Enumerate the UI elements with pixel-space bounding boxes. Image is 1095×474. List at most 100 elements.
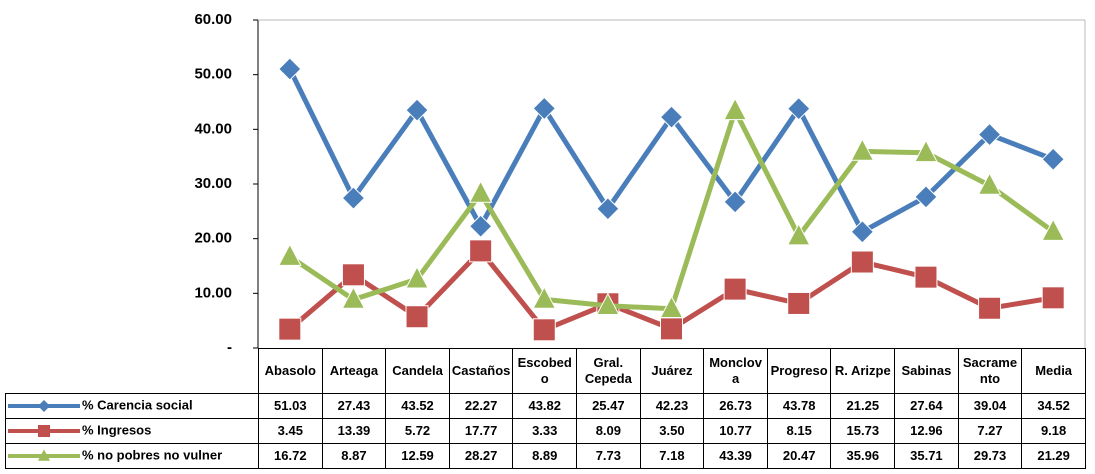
- marker: [405, 98, 429, 122]
- value-label: 39.04: [957, 393, 1023, 419]
- series-line: [288, 108, 1055, 312]
- value-label: 7.27: [957, 418, 1023, 444]
- value-label: 8.09: [576, 418, 641, 444]
- legend-label: % Carencia social: [82, 397, 193, 413]
- value-label: 7.73: [576, 443, 641, 469]
- value-label: 9.18: [1021, 418, 1086, 444]
- marker: [914, 265, 938, 289]
- category-label: Juárez: [639, 348, 705, 394]
- marker: [532, 96, 556, 121]
- category-label: Sacramento: [957, 348, 1023, 394]
- category-label: Sabinas: [894, 348, 959, 394]
- marker: [532, 286, 557, 309]
- marker: [978, 296, 1002, 320]
- value-label: 27.43: [321, 393, 387, 419]
- value-label: 35.96: [830, 443, 896, 469]
- value-label: 13.39: [321, 418, 387, 444]
- value-label: 10.77: [703, 418, 768, 444]
- y-tick-label: 10.00: [194, 284, 232, 301]
- value-label: 25.47: [576, 393, 641, 419]
- marker: [1041, 147, 1065, 171]
- marker: [277, 243, 302, 266]
- marker: [660, 317, 683, 341]
- value-label: 8.15: [766, 418, 832, 444]
- marker: [1041, 218, 1066, 241]
- category-label: Arteaga: [321, 348, 387, 394]
- marker: [532, 318, 556, 342]
- legend-label: % no pobres no vulner: [82, 447, 223, 463]
- category-label: Candela: [385, 348, 450, 394]
- marker: [659, 295, 684, 319]
- marker: [341, 286, 366, 309]
- value-label: 15.73: [830, 418, 896, 444]
- legend-key: [8, 400, 80, 412]
- value-label: 20.47: [766, 443, 832, 469]
- category-label: Gral. Cepeda: [576, 348, 641, 394]
- category-label: Abasolo: [258, 348, 323, 394]
- value-label: 51.03: [258, 393, 323, 419]
- marker: [914, 139, 938, 163]
- y-tick-label: 50.00: [194, 66, 232, 83]
- marker: [659, 105, 684, 129]
- marker: [468, 180, 493, 203]
- marker: [469, 239, 493, 263]
- legend-entry: % no pobres no vulner: [5, 443, 259, 469]
- legend-label: % Ingresos: [82, 422, 152, 438]
- category-label: Escobedo: [512, 348, 578, 394]
- legend-key: [8, 425, 80, 437]
- marker: [596, 292, 620, 316]
- marker: [850, 250, 874, 274]
- y-tick-label: 40.00: [194, 120, 232, 137]
- value-label: 28.27: [448, 443, 514, 469]
- marker: [341, 263, 365, 287]
- value-label: 3.45: [258, 418, 323, 444]
- marker: [341, 186, 366, 210]
- marker: [787, 96, 811, 121]
- value-label: 43.78: [766, 393, 832, 419]
- marker: [468, 214, 493, 238]
- value-label: 29.73: [957, 443, 1023, 469]
- category-label: Progreso: [766, 348, 832, 394]
- value-label: 22.27: [448, 393, 514, 419]
- blank: [6, 349, 259, 394]
- marker: [977, 122, 1002, 147]
- value-label: 8.89: [512, 443, 578, 469]
- value-label: 26.73: [703, 393, 768, 419]
- value-label: 5.72: [385, 418, 450, 444]
- category-label: Media: [1021, 348, 1086, 394]
- category-label: Castaños: [448, 348, 514, 394]
- marker: [1041, 286, 1065, 310]
- value-label: 12.59: [385, 443, 450, 469]
- value-label: 16.72: [258, 443, 323, 469]
- value-label: 43.39: [703, 443, 768, 469]
- value-label: 3.33: [512, 418, 578, 444]
- y-tick-label: 60.00: [194, 11, 232, 28]
- marker: [278, 57, 302, 81]
- plot: - 10.00 20.00 30.00 40.00 50.00 60.00: [194, 11, 1086, 350]
- value-label: 21.25: [830, 393, 896, 419]
- value-label: 12.96: [894, 418, 959, 444]
- marker: [786, 222, 811, 246]
- marker: [850, 220, 875, 244]
- marker: [723, 277, 747, 301]
- marker: [38, 400, 50, 412]
- y-tick-label: -: [227, 339, 232, 350]
- value-label: 34.52: [1021, 393, 1086, 419]
- series-row: % Carencia social 51.03 27.43 43.52 22.27 43.…: [5, 393, 1086, 419]
- marker: [278, 317, 302, 341]
- marker: [787, 291, 811, 315]
- legend-key: [8, 449, 80, 461]
- header-row: Abasolo Arteaga Candela Castaños Escobedo Gra…: [6, 348, 1086, 394]
- value-label: 3.50: [639, 418, 705, 444]
- marker: [596, 197, 620, 221]
- value-label: 27.64: [894, 393, 959, 419]
- value-label: 43.52: [385, 393, 450, 419]
- category-label: Monclova: [703, 348, 768, 394]
- value-label: 35.71: [894, 443, 959, 469]
- y-tick-label: 30.00: [194, 175, 232, 192]
- marker: [405, 305, 429, 329]
- value-label: 8.87: [321, 443, 387, 469]
- value-label: 42.23: [639, 393, 705, 419]
- series-row: % Ingresos 3.45 13.39 5.72 17.77 3.33 8.09 3.50…: [5, 418, 1086, 444]
